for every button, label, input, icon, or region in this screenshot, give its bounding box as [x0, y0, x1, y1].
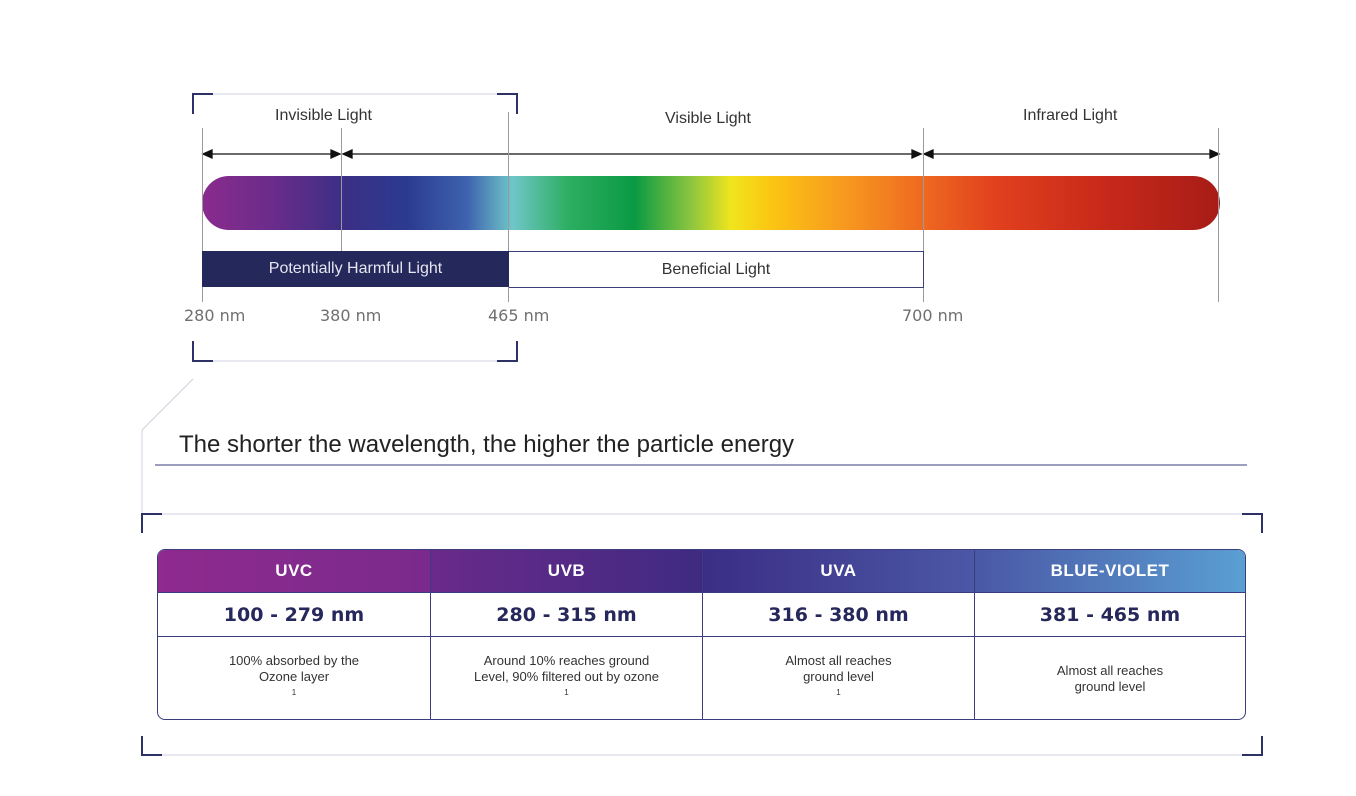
uvc-column: UVC 100 - 279 nm 100% absorbed by the Ozo… [158, 550, 430, 719]
wavelength-380: 380 nm [320, 306, 382, 325]
invisible-light-label: Invisible Light [275, 107, 372, 124]
tick-380 [341, 128, 342, 252]
tick-465 [508, 112, 509, 302]
lower-bracket-top-left [141, 513, 162, 533]
uvc-range: 100 - 279 nm [158, 593, 430, 637]
uva-description: Almost all reaches ground level 1 [785, 652, 892, 697]
lower-bracket-bottom-left [141, 736, 162, 756]
range-arrows [201, 148, 1221, 160]
wavelength-700: 700 nm [902, 306, 964, 325]
uvb-header: UVB [431, 550, 702, 593]
tick-end [1218, 128, 1219, 302]
beneficial-band: Beneficial Light [509, 251, 924, 288]
infrared-light-label: Infrared Light [1023, 107, 1118, 124]
uv-table: UVC 100 - 279 nm 100% absorbed by the Ozo… [157, 549, 1246, 720]
lower-bracket-top-right [1242, 513, 1263, 533]
uva-range: 316 - 380 nm [703, 593, 974, 637]
blue-violet-column: BLUE-VIOLET 381 - 465 nm Almost all reac… [974, 550, 1245, 719]
potentially-harmful-band: Potentially Harmful Light [202, 251, 509, 287]
lower-bracket-bottom-right [1242, 736, 1263, 756]
spectrum-bar [202, 176, 1220, 230]
wavelength-465: 465 nm [488, 306, 550, 325]
tick-700 [923, 128, 924, 302]
top-bracket-bottom-right-corner [497, 341, 518, 362]
top-bracket-left-corner [192, 93, 213, 114]
wavelength-280: 280 nm [184, 306, 246, 325]
top-bracket-right-corner [497, 93, 518, 114]
blue-violet-header: BLUE-VIOLET [975, 550, 1245, 593]
uva-column: UVA 316 - 380 nm Almost all reaches groun… [702, 550, 974, 719]
uvc-header: UVC [158, 550, 430, 593]
uvb-description: Around 10% reaches ground Level, 90% filt… [473, 652, 659, 697]
blue-violet-range: 381 - 465 nm [975, 593, 1245, 637]
uva-header: UVA [703, 550, 974, 593]
uvb-column: UVB 280 - 315 nm Around 10% reaches grou… [430, 550, 702, 719]
uvc-description: 100% absorbed by the Ozone layer 1 [228, 652, 360, 697]
top-bracket-bottom-left-corner [192, 341, 213, 362]
tick-280 [202, 128, 203, 302]
energy-headline: The shorter the wavelength, the higher t… [179, 431, 795, 458]
visible-light-label: Visible Light [665, 110, 751, 127]
blue-violet-description: Almost all reaches ground level [1056, 662, 1164, 694]
connector-line [141, 378, 194, 431]
uvb-range: 280 - 315 nm [431, 593, 702, 637]
